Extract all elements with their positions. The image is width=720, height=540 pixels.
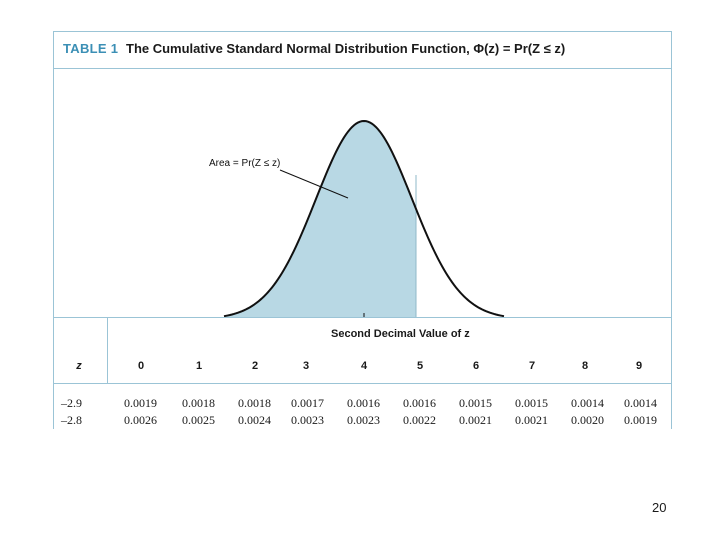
table-cell: 0.0021 bbox=[515, 413, 548, 427]
table-cell: 0.0018 bbox=[182, 396, 215, 410]
table-cell: 0.0015 bbox=[515, 396, 548, 410]
row-z-value: –2.8 bbox=[61, 413, 82, 427]
normal-table-figure: TABLE 1 The Cumulative Standard Normal D… bbox=[53, 31, 672, 429]
table-cell: 0.0020 bbox=[571, 413, 604, 427]
table-cell: 0.0015 bbox=[459, 396, 492, 410]
column-header-9: 9 bbox=[635, 360, 643, 372]
column-header-1: 1 bbox=[195, 360, 203, 372]
table-row: –2.8 0.0026 0.0025 0.0024 0.0023 0.0023 … bbox=[54, 413, 671, 431]
table-cell: 0.0024 bbox=[238, 413, 271, 427]
table-cell: 0.0021 bbox=[459, 413, 492, 427]
column-header-2: 2 bbox=[251, 360, 259, 372]
table-cell: 0.0025 bbox=[182, 413, 215, 427]
table-cell: 0.0019 bbox=[124, 396, 157, 410]
column-header-3: 3 bbox=[302, 360, 310, 372]
normal-curve-figure: 0 z Area = Pr(Z ≤ z) bbox=[209, 119, 505, 317]
area-label: Area = Pr(Z ≤ z) bbox=[209, 158, 280, 169]
area-pointer-line bbox=[279, 169, 349, 199]
column-header-4: 4 bbox=[360, 360, 368, 372]
table-cell: 0.0019 bbox=[624, 413, 657, 427]
column-header-5: 5 bbox=[416, 360, 424, 372]
column-header-6: 6 bbox=[472, 360, 480, 372]
slide-number: 20 bbox=[652, 500, 667, 515]
table-title: The Cumulative Standard Normal Distribut… bbox=[126, 41, 566, 56]
table-title-bar: TABLE 1 The Cumulative Standard Normal D… bbox=[54, 32, 671, 69]
table-cell: 0.0014 bbox=[624, 396, 657, 410]
z-column-header: z bbox=[76, 360, 82, 372]
column-header-7: 7 bbox=[528, 360, 536, 372]
second-decimal-heading: Second Decimal Value of z bbox=[331, 328, 470, 340]
table-cell: 0.0014 bbox=[571, 396, 604, 410]
table-label: TABLE 1 bbox=[63, 41, 119, 56]
column-header-8: 8 bbox=[581, 360, 589, 372]
table-cell: 0.0023 bbox=[347, 413, 380, 427]
table-header-row: z 0 1 2 3 4 5 6 7 8 9 bbox=[54, 360, 671, 382]
table-row: –2.9 0.0019 0.0018 0.0018 0.0017 0.0016 … bbox=[54, 396, 671, 414]
header-rule bbox=[54, 383, 671, 384]
table-cell: 0.0017 bbox=[291, 396, 324, 410]
probability-subtable: Second Decimal Value of z z 0 1 2 3 4 5 … bbox=[54, 317, 671, 430]
column-divider bbox=[107, 318, 108, 383]
table-cell: 0.0018 bbox=[238, 396, 271, 410]
row-z-value: –2.9 bbox=[61, 396, 82, 410]
normal-curve bbox=[223, 119, 505, 317]
column-header-0: 0 bbox=[137, 360, 145, 372]
table-cell: 0.0022 bbox=[403, 413, 436, 427]
shaded-area-left-of-z bbox=[224, 121, 416, 317]
table-cell: 0.0023 bbox=[291, 413, 324, 427]
table-cell: 0.0016 bbox=[403, 396, 436, 410]
table-cell: 0.0026 bbox=[124, 413, 157, 427]
table-cell: 0.0016 bbox=[347, 396, 380, 410]
